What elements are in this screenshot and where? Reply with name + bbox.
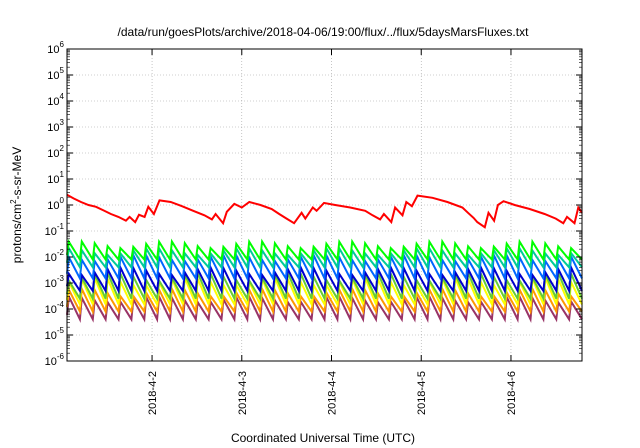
y-tick-label: 106 <box>47 40 64 56</box>
y-tick-label: 102 <box>47 144 64 160</box>
y-tick-label: 100 <box>47 196 64 212</box>
y-tick-label: 10-5 <box>45 326 65 342</box>
y-tick-label: 10-6 <box>45 352 65 368</box>
x-tick-label: 2018-4-5 <box>416 371 428 415</box>
x-tick-label: 2018-4-2 <box>147 371 159 415</box>
chart-title: /data/run/goesPlots/archive/2018-04-06/1… <box>118 25 530 39</box>
y-axis: 10-6 10-5 10-4 10-3 10-2 10-1 100 101 102 103 104 1… <box>45 40 582 368</box>
y-tick-label: 10-3 <box>45 274 65 290</box>
y-tick-label: 105 <box>47 66 64 82</box>
series-group <box>66 193 583 324</box>
y-tick-label: 103 <box>47 118 64 134</box>
series-line <box>66 193 583 229</box>
series-line <box>66 238 583 263</box>
y-tick-label: 101 <box>47 170 64 186</box>
y-tick-label: 104 <box>47 92 64 108</box>
y-tick-label: 10-2 <box>45 248 65 264</box>
x-axis: 2018-4-2 2018-4-3 2018-4-4 2018-4-5 2018-4-6 <box>147 49 518 415</box>
x-tick-label: 2018-4-4 <box>327 371 339 415</box>
y-tick-label: 10-1 <box>45 222 65 238</box>
y-tick-label: 10-4 <box>45 300 65 316</box>
x-tick-label: 2018-4-3 <box>237 371 249 415</box>
series-line <box>66 263 583 295</box>
x-axis-label: Coordinated Universal Time (UTC) <box>231 431 415 445</box>
x-tick-label: 2018-4-6 <box>506 371 518 415</box>
y-axis-label: protons/cm2-s-sr-MeV <box>9 147 24 263</box>
